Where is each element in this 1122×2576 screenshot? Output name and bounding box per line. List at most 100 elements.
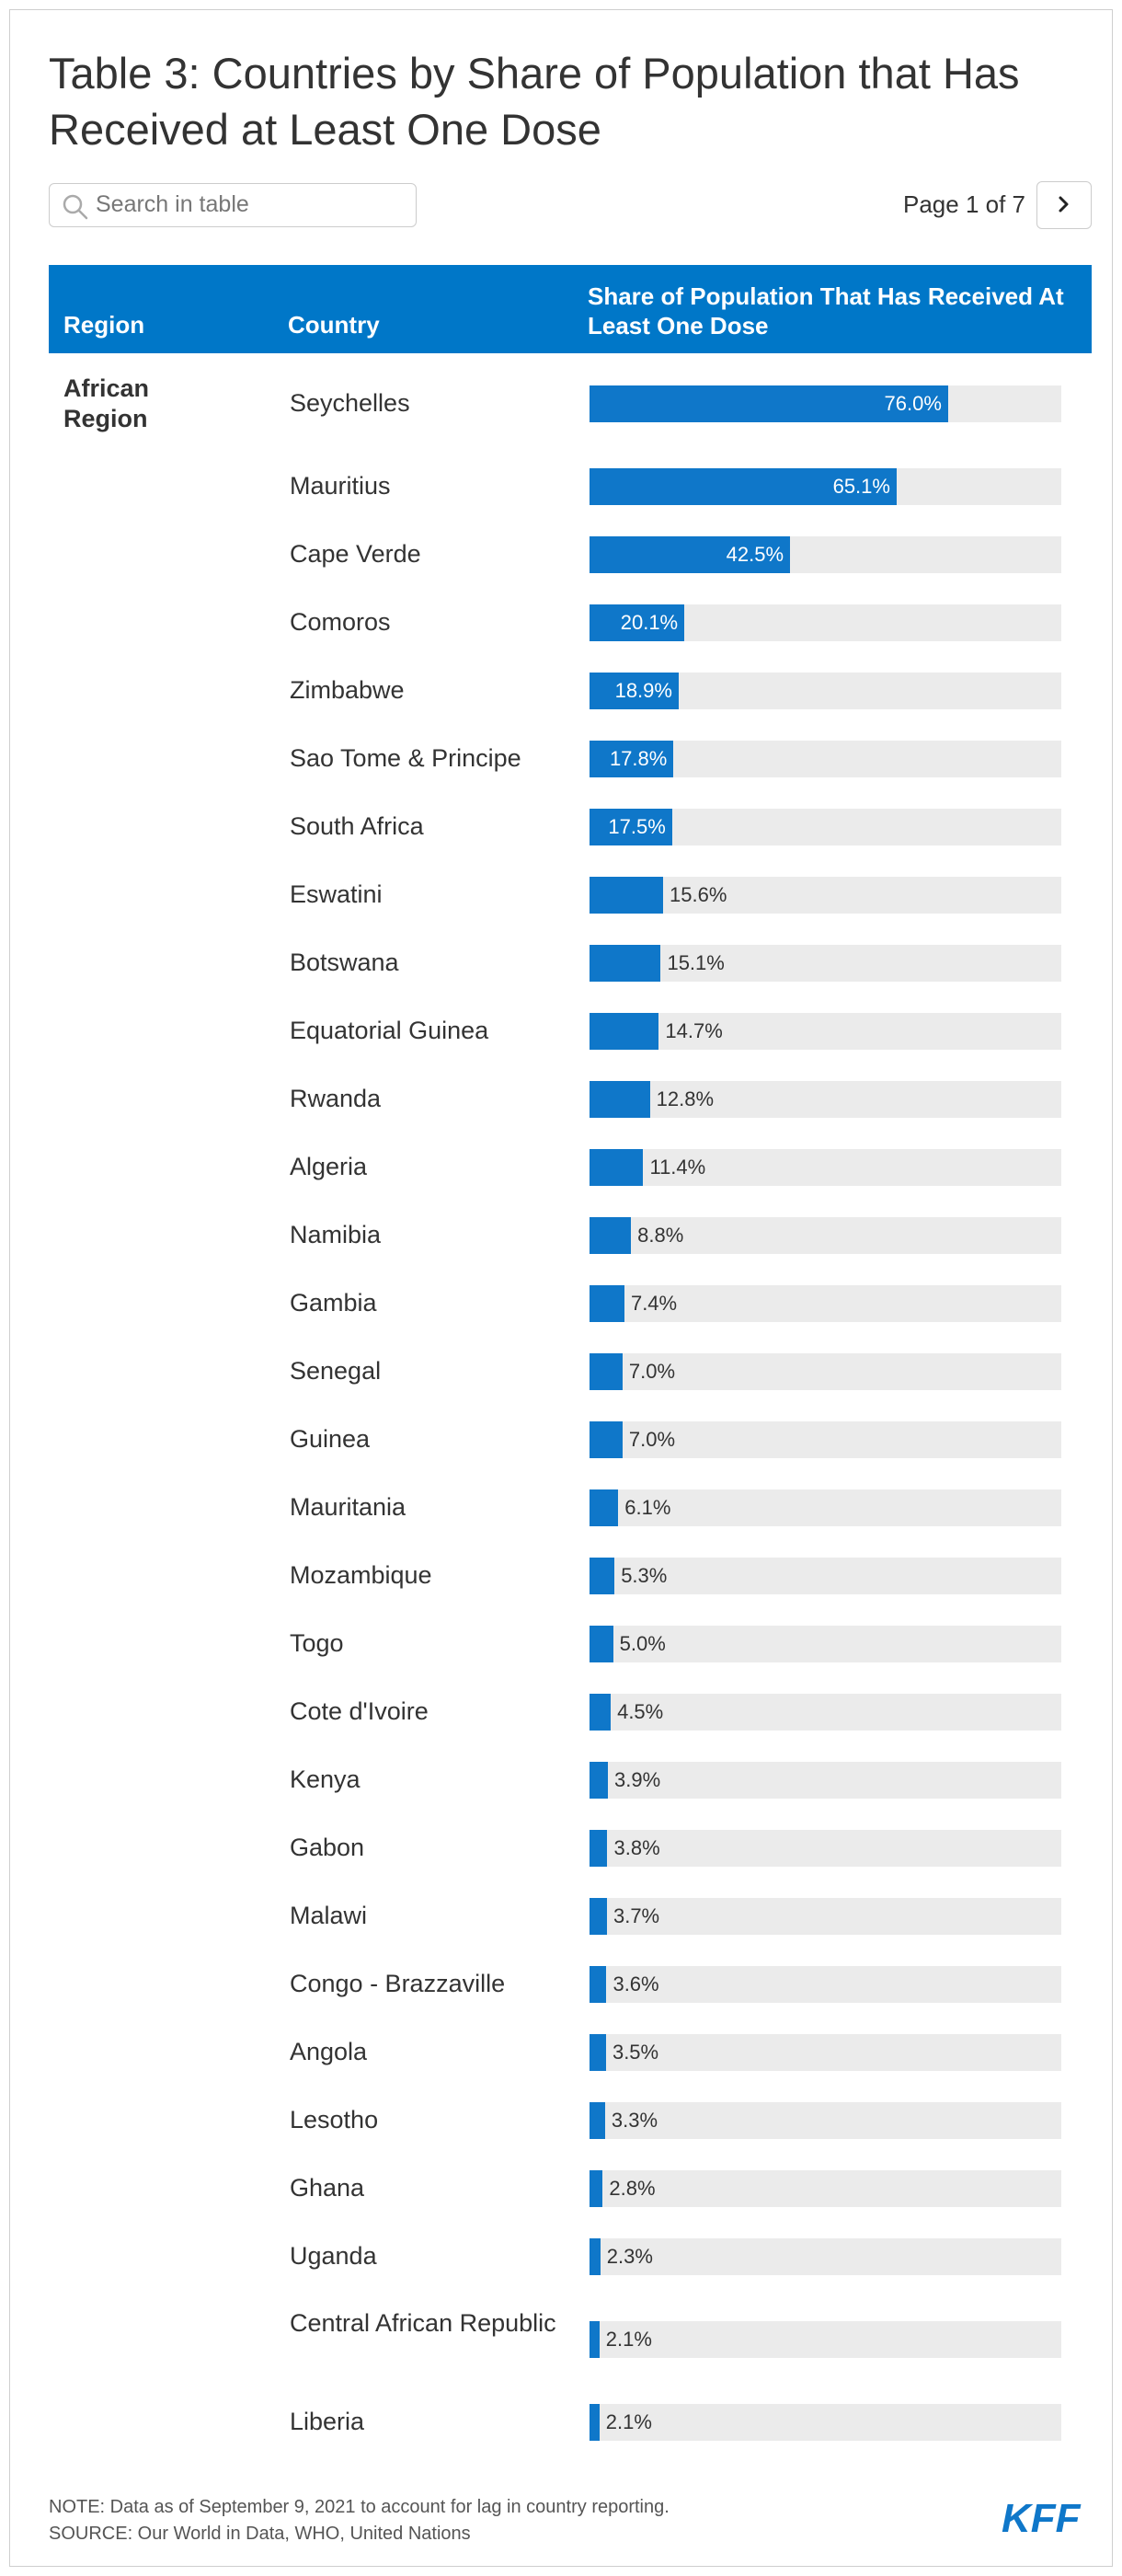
- country-name: Guinea: [290, 1425, 371, 1453]
- country-name: Botswana: [290, 949, 399, 976]
- bar-value-label: 8.8%: [637, 1224, 684, 1247]
- country-name: Eswatini: [290, 880, 383, 908]
- bar-value-label: 2.3%: [606, 2245, 653, 2268]
- bar-track: 3.3%: [590, 2102, 1061, 2139]
- bar-value-label: 3.5%: [612, 2041, 659, 2064]
- bar-track: 5.3%: [590, 1558, 1061, 1594]
- bar-value-label: 18.9%: [614, 679, 672, 702]
- bar-value-label: 3.9%: [614, 1768, 661, 1791]
- country-name: Namibia: [290, 1221, 382, 1248]
- bar-track: 20.1%: [590, 604, 1061, 641]
- bar-value-label: 3.7%: [613, 1904, 660, 1927]
- bar: [590, 1830, 608, 1867]
- bar: [590, 385, 948, 422]
- bar: [590, 1489, 619, 1526]
- column-header-share[interactable]: Share of Population That Has Received At…: [588, 282, 1064, 339]
- bar-track: 12.8%: [590, 1081, 1061, 1118]
- bar: [590, 1898, 607, 1935]
- bar-track: 65.1%: [590, 468, 1061, 505]
- kff-logo: KFF: [1002, 2499, 1082, 2537]
- bar-track: 76.0%: [590, 385, 1061, 422]
- bar-value-label: 6.1%: [624, 1496, 671, 1519]
- country-name: Gambia: [290, 1289, 377, 1317]
- bar-value-label: 3.6%: [613, 1972, 659, 1995]
- search-icon: [63, 194, 88, 220]
- bar: [590, 2321, 600, 2358]
- column-header-country[interactable]: Country: [288, 311, 380, 339]
- country-name: Seychelles: [290, 389, 410, 417]
- country-name: Central African Republic: [290, 2309, 556, 2337]
- bar-value-label: 15.6%: [670, 883, 727, 906]
- bar: [590, 2034, 606, 2071]
- search-input[interactable]: [96, 185, 408, 224]
- chevron-right-icon: [1059, 196, 1069, 213]
- bar: [590, 1966, 607, 2003]
- bar-value-label: 11.4%: [649, 1156, 706, 1179]
- country-name: Equatorial Guinea: [290, 1017, 489, 1044]
- bar-track: 3.6%: [590, 1966, 1061, 2003]
- bar: [590, 1626, 613, 1662]
- bar-track: 6.1%: [590, 1489, 1061, 1526]
- bar-track: 15.1%: [590, 945, 1061, 982]
- bar: [590, 809, 672, 845]
- bar: [590, 2102, 605, 2139]
- table-container: Table 3: Countries by Share of Populatio…: [9, 9, 1113, 2567]
- country-name: Mauritania: [290, 1493, 406, 1521]
- bar-track: 42.5%: [590, 536, 1061, 573]
- bar-track: 18.9%: [590, 673, 1061, 709]
- country-name: South Africa: [290, 812, 424, 840]
- bar-track: 3.8%: [590, 1830, 1061, 1867]
- bar-track: 7.0%: [590, 1353, 1061, 1390]
- bar-value-label: 5.0%: [619, 1632, 666, 1655]
- pagination-label: Page 1 of 7: [903, 190, 1025, 218]
- bar-value-label: 17.5%: [608, 815, 666, 838]
- bar: [590, 1285, 624, 1322]
- country-name: Liberia: [290, 2408, 365, 2435]
- column-header-region[interactable]: Region: [63, 311, 145, 339]
- bar-track: 7.0%: [590, 1421, 1061, 1458]
- country-name: Ghana: [290, 2174, 365, 2202]
- bar: [590, 877, 664, 914]
- search-box[interactable]: [49, 183, 417, 227]
- bar-track: 8.8%: [590, 1217, 1061, 1254]
- bar: [590, 468, 897, 505]
- country-name: Malawi: [290, 1902, 368, 1929]
- bar: [590, 2404, 600, 2441]
- bar: [590, 2238, 601, 2275]
- country-name: Senegal: [290, 1357, 382, 1385]
- bar-value-label: 3.8%: [613, 1836, 660, 1859]
- bar-track: 2.8%: [590, 2170, 1061, 2207]
- bar-track: 17.5%: [590, 809, 1061, 845]
- bar: [590, 1558, 615, 1594]
- country-name: Lesotho: [290, 2106, 379, 2133]
- country-name: Cote d'Ivoire: [290, 1697, 429, 1725]
- bar: [590, 604, 685, 641]
- bar: [590, 1694, 612, 1731]
- bar-value-label: 14.7%: [665, 1019, 723, 1042]
- country-name: Uganda: [290, 2242, 377, 2270]
- bar: [590, 1421, 623, 1458]
- bar: [590, 945, 661, 982]
- bar: [590, 1217, 632, 1254]
- bar-value-label: 65.1%: [832, 475, 890, 498]
- bar-value-label: 2.8%: [609, 2177, 656, 2200]
- bar-track: 3.5%: [590, 2034, 1061, 2071]
- country-name: Comoros: [290, 608, 391, 636]
- bar: [590, 1013, 659, 1050]
- bar-value-label: 17.8%: [609, 747, 668, 770]
- bar: [590, 536, 791, 573]
- country-name: Algeria: [290, 1153, 368, 1180]
- bar-track: 5.0%: [590, 1626, 1061, 1662]
- note-text: NOTE: Data as of September 9, 2021 to ac…: [49, 2497, 670, 2517]
- bar-track: 7.4%: [590, 1285, 1061, 1322]
- country-name: Mozambique: [290, 1561, 432, 1589]
- bar: [590, 1149, 644, 1186]
- bar-value-label: 7.4%: [630, 1292, 678, 1315]
- bar-value-label: 15.1%: [667, 951, 725, 974]
- region-cell: African Region: [63, 374, 150, 432]
- country-name: Kenya: [290, 1765, 361, 1793]
- next-page-button[interactable]: [1036, 181, 1092, 229]
- bar-value-label: 7.0%: [628, 1360, 676, 1383]
- bar-value-label: 3.3%: [611, 2109, 658, 2132]
- bar-value-label: 2.1%: [605, 2410, 652, 2433]
